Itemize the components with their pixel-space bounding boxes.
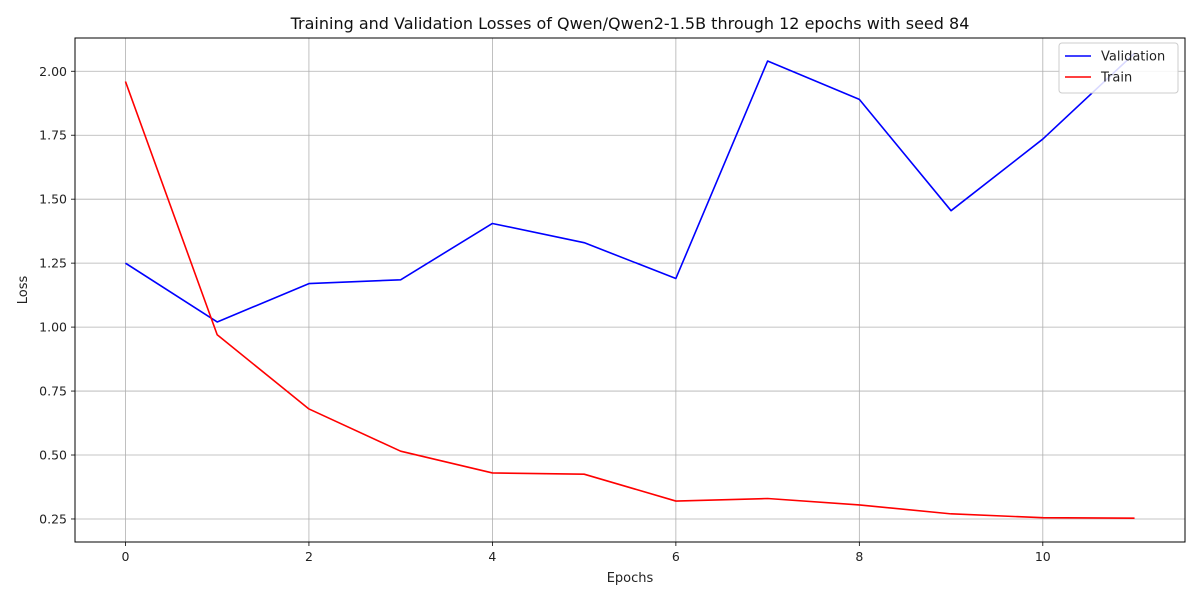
x-tick-label: 8 [855,549,863,564]
x-tick-label: 10 [1035,549,1051,564]
legend-label: Train [1100,71,1132,86]
y-tick-label: 0.50 [39,448,67,463]
chart-title: Training and Validation Losses of Qwen/Q… [290,14,970,33]
series-line-validation [125,52,1136,323]
legend-label: Validation [1101,50,1165,65]
x-axis: 0 2 4 6 8 10 [121,542,1051,564]
y-tick-label: 1.50 [39,192,67,207]
y-tick-label: 0.75 [39,384,67,399]
legend: Validation Train [1058,42,1179,94]
y-axis: 0.25 0.50 0.75 1.00 1.25 1.50 1.75 2.00 [39,64,75,526]
series-lines [124,52,1136,520]
plot-frame [74,37,1186,543]
y-tick-label: 1.00 [39,320,67,335]
y-tick-label: 1.75 [39,128,67,143]
series-line-train [124,81,1135,520]
y-tick-label: 0.25 [39,511,67,526]
x-tick-label: 2 [305,549,313,564]
x-axis-title: Epochs [607,571,654,586]
x-tick-label: 0 [121,549,129,564]
x-tick-label: 4 [488,549,496,564]
x-tick-label: 6 [672,549,680,564]
y-tick-label: 1.25 [39,256,67,271]
grid-lines [75,38,1185,542]
y-axis-title: Loss [16,276,31,305]
y-tick-label: 2.00 [39,64,67,79]
